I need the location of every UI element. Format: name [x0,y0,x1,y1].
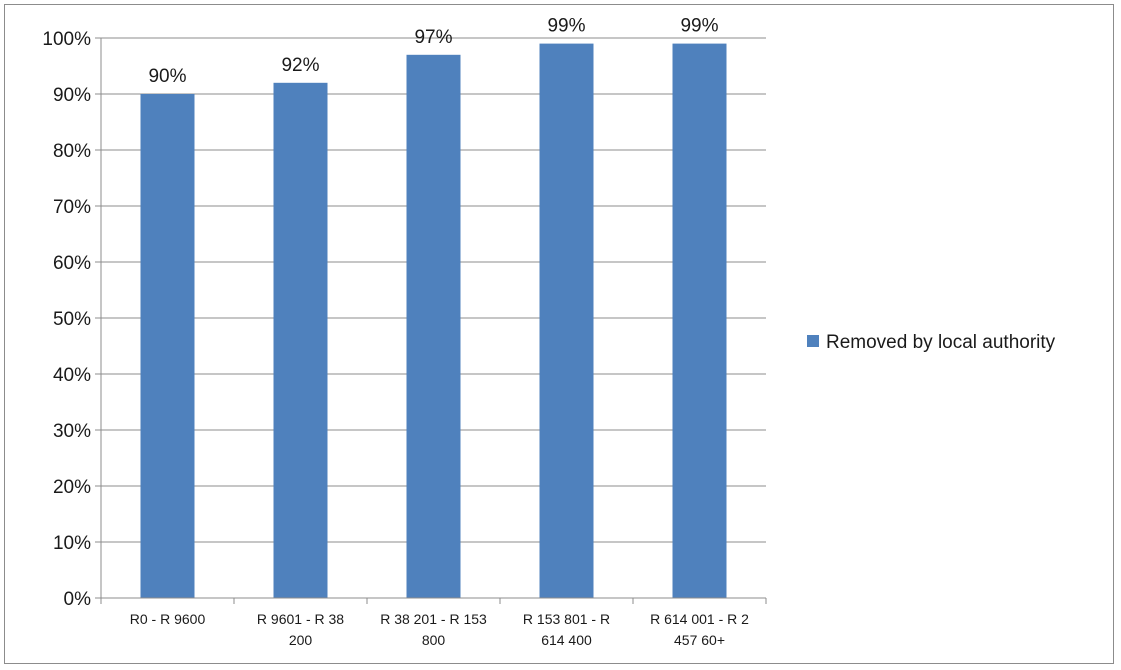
y-axis: 0% 10% 20% 30% 40% 50% 60% 70% 80% 90% 100% [42,29,102,610]
data-label: 99% [547,16,585,37]
bar [539,43,594,599]
x-axis: R0 - R 9600 R 9601 - R 38 200 R 38 201 - R … [100,597,767,648]
legend: Removed by local authority [807,332,1056,353]
data-label: 92% [281,55,319,76]
x-tick-label: R0 - R 9600 [130,611,206,627]
y-tick-label: 10% [53,533,91,554]
y-tick-label: 80% [53,141,91,162]
bar [140,94,195,598]
y-tick-label: 0% [64,589,92,610]
x-tick-label: 200 [289,632,313,648]
bar [406,54,461,599]
x-tick-label: 800 [422,632,446,648]
y-tick-label: 70% [53,197,91,218]
legend-swatch [807,335,819,347]
x-tick-label: R 9601 - R 38 [257,611,344,627]
y-tick-label: 40% [53,365,91,386]
y-tick-label: 50% [53,309,91,330]
data-label: 97% [414,27,452,48]
data-label: 90% [148,66,186,87]
x-tick-label: R 153 801 - R [523,611,610,627]
x-tick-label: 614 400 [541,632,592,648]
y-tick-label: 20% [53,477,91,498]
bar [273,82,328,599]
bars: 90% 92% 97% 99% 99% [140,16,727,599]
x-tick-label: R 614 001 - R 2 [650,611,749,627]
y-tick-label: 30% [53,421,91,442]
y-tick-label: 60% [53,253,91,274]
data-label: 99% [680,16,718,37]
x-tick-label: R 38 201 - R 153 [380,611,487,627]
x-tick-label: 457 60+ [674,632,725,648]
y-tick-label: 100% [42,29,91,50]
y-tick-label: 90% [53,85,91,106]
legend-label: Removed by local authority [826,332,1056,353]
bar [672,43,727,599]
